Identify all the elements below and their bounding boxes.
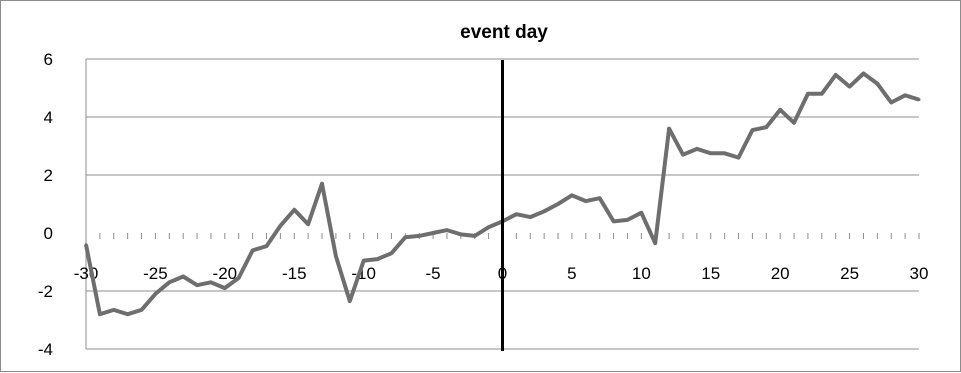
y-tick-label: 4 [44, 108, 53, 127]
x-tick-label: -25 [143, 264, 168, 283]
data-point [167, 280, 171, 284]
data-point [223, 286, 227, 290]
data-point [362, 259, 366, 263]
data-point [209, 280, 213, 284]
data-point [140, 308, 144, 312]
data-point [903, 93, 907, 97]
y-tick-label: 2 [44, 166, 53, 185]
x-tick-label: 25 [840, 264, 859, 283]
data-point [403, 235, 407, 239]
x-tick-label: 15 [701, 264, 720, 283]
data-point [681, 153, 685, 157]
data-point [389, 251, 393, 255]
x-tick-label: 10 [632, 264, 651, 283]
y-tick-label: -4 [38, 340, 53, 359]
x-tick-label: -5 [426, 264, 441, 283]
data-point [153, 292, 157, 296]
data-point [598, 196, 602, 200]
data-point [861, 72, 865, 75]
data-point [98, 312, 102, 316]
x-tick-label: 20 [771, 264, 790, 283]
data-point [487, 225, 491, 229]
data-point [917, 98, 921, 102]
data-point [667, 127, 671, 131]
data-point [237, 276, 241, 280]
data-point [514, 212, 518, 216]
y-tick-label: -2 [38, 282, 53, 301]
data-point [584, 199, 588, 203]
data-point [639, 211, 643, 215]
data-point [542, 209, 546, 213]
data-point [875, 82, 879, 86]
data-point [84, 243, 88, 247]
x-tick-label: -20 [213, 264, 238, 283]
data-point [112, 308, 116, 312]
data-point [431, 231, 435, 235]
data-point [653, 241, 657, 245]
data-point [459, 232, 463, 236]
data-point [889, 101, 893, 104]
data-point [750, 128, 754, 132]
data-point [792, 121, 796, 125]
data-point [264, 244, 268, 248]
data-point [292, 208, 296, 212]
data-point [723, 151, 727, 155]
data-point [820, 92, 824, 96]
data-point [528, 215, 532, 219]
data-point [556, 202, 560, 206]
data-point [320, 182, 324, 186]
data-point [612, 219, 616, 223]
x-tick-label: -15 [282, 264, 307, 283]
data-point [695, 147, 699, 151]
data-point [806, 92, 810, 96]
data-point [306, 222, 310, 226]
data-point [473, 234, 477, 238]
data-point [709, 151, 713, 155]
x-tick-label: 30 [910, 264, 929, 283]
data-point [778, 108, 782, 112]
data-point [417, 234, 421, 238]
data-point [251, 248, 255, 252]
chart-title: event day [460, 22, 548, 43]
data-point [834, 73, 838, 77]
y-tick-label: 6 [44, 50, 53, 69]
data-point [445, 228, 449, 232]
y-tick-label: 0 [44, 224, 53, 243]
data-point [126, 312, 130, 316]
data-point [181, 275, 185, 278]
data-point [848, 85, 852, 89]
data-point [625, 218, 629, 222]
data-point [764, 125, 768, 129]
data-point [737, 156, 741, 160]
x-tick-label: 5 [567, 264, 576, 283]
data-point [278, 224, 282, 228]
data-point [334, 254, 338, 258]
data-point [195, 283, 199, 287]
data-point [570, 193, 574, 197]
data-point [376, 257, 380, 261]
data-point [348, 299, 352, 303]
